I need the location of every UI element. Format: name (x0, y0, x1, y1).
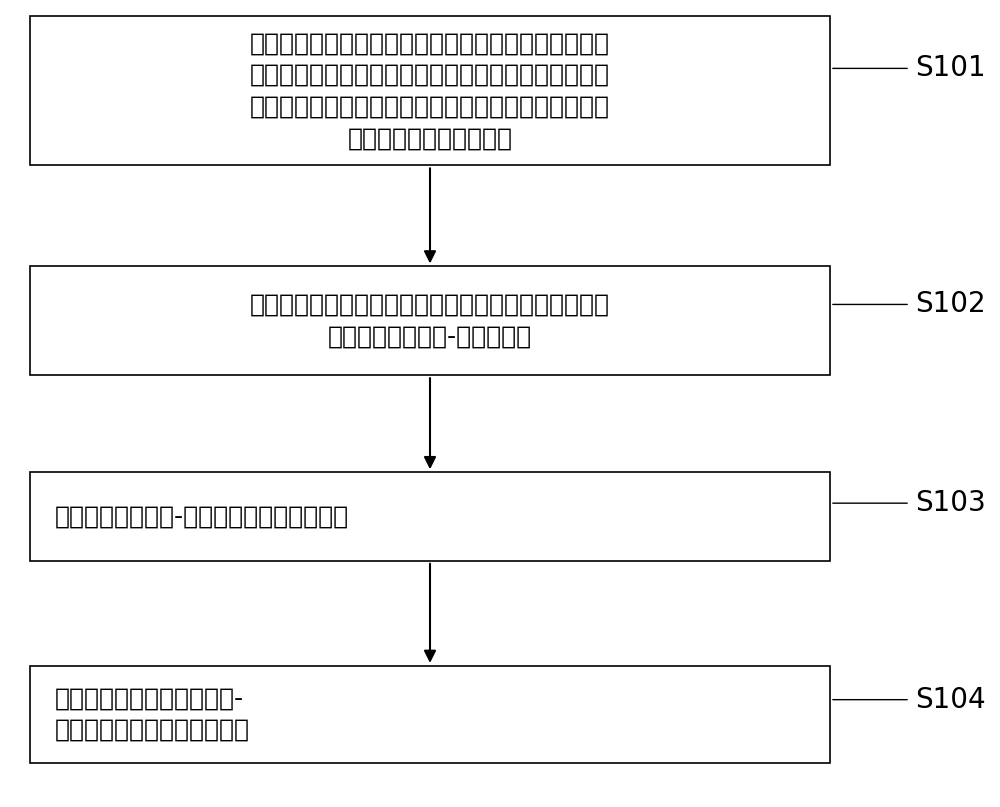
Text: S103: S103 (915, 489, 986, 517)
Bar (30, 666, 830, 763)
Text: 从金属沉积后的镂空掩模板-
衬底复合体中移除镂空掩模板: 从金属沉积后的镂空掩模板- 衬底复合体中移除镂空掩模板 (55, 687, 250, 742)
Text: 将所述镂空掩模板-衬底复合体进行金属沉积: 将所述镂空掩模板-衬底复合体进行金属沉积 (55, 504, 349, 529)
Text: S104: S104 (915, 686, 986, 713)
Bar (30, 266, 830, 375)
Bar (30, 16, 830, 165)
Text: 制作镂空掩模板，所述镂空掩模板包括至少一个加热器
及加热器接线端的镂空图形，和第一电阻温度计和第二
温度计的镂空图形，所述温度计的镂空图形包括测温金
属线和接线: 制作镂空掩模板，所述镂空掩模板包括至少一个加热器 及加热器接线端的镂空图形，和第… (250, 31, 610, 150)
Text: 将承载有微尺度样品的衬底与所述镂空掩模板对准固定
，形成镂空掩模板-衬底复合体: 将承载有微尺度样品的衬底与所述镂空掩模板对准固定 ，形成镂空掩模板-衬底复合体 (250, 293, 610, 349)
Text: S101: S101 (915, 54, 986, 82)
Bar (30, 472, 830, 561)
Text: S102: S102 (915, 291, 986, 319)
